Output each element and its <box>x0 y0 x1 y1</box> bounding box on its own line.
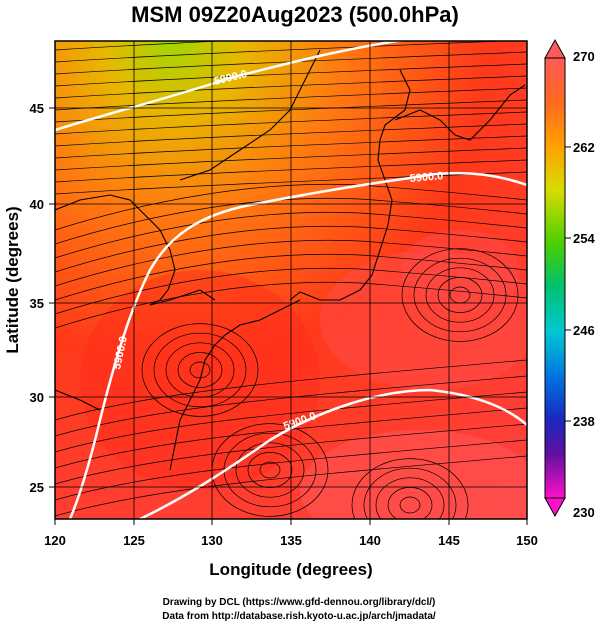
colorbar-label: 254 <box>573 231 595 246</box>
y-tick-label: 25 <box>30 480 44 495</box>
streamline <box>425 267 495 323</box>
streamline <box>375 477 445 519</box>
x-axis-label: Longitude (degrees) <box>209 560 372 579</box>
streamline <box>55 359 527 421</box>
x-axis: 120 125 130 135 140 145 150 Longitude (d… <box>44 519 538 579</box>
colorbar-label: 230 <box>573 505 595 520</box>
x-tick-label: 140 <box>359 533 381 548</box>
credit-data: Data from http://database.rish.kyoto-u.a… <box>162 611 436 622</box>
streamline <box>449 286 471 304</box>
colorbar-min-arrow <box>544 497 566 518</box>
streamline <box>351 458 469 519</box>
colorbar-label: 270 <box>573 49 595 64</box>
streamline <box>235 442 305 498</box>
colorbar-label: 246 <box>573 323 595 338</box>
streamline <box>55 439 527 501</box>
coastlines <box>55 49 526 471</box>
vortex-core-east <box>400 230 520 310</box>
streamline <box>55 41 229 51</box>
y-axis-label: Latitude (degrees) <box>3 206 22 353</box>
colorbar-scale <box>544 57 566 499</box>
streamline <box>153 332 247 408</box>
streamline <box>55 391 527 453</box>
streamline <box>363 467 457 519</box>
contour-5900 <box>55 41 527 519</box>
streamline <box>55 407 527 469</box>
streamline <box>437 277 483 313</box>
credit-drawing: Drawing by DCL (https://www.gfd-dennou.o… <box>163 597 436 608</box>
colorbar-max-arrow <box>544 38 566 59</box>
streamline <box>387 487 433 519</box>
x-tick-label: 135 <box>280 533 302 548</box>
x-tick-label: 150 <box>516 533 538 548</box>
streamline <box>247 452 293 488</box>
streamline <box>189 361 211 379</box>
streamline <box>413 257 507 333</box>
streamline <box>399 496 421 514</box>
streamline <box>259 461 281 479</box>
streamline <box>401 248 519 342</box>
y-tick-label: 45 <box>30 101 44 116</box>
streamline <box>55 423 527 485</box>
y-axis: 25 30 35 40 45 Latitude (degrees) <box>3 101 55 495</box>
y-tick-label: 35 <box>30 296 44 311</box>
y-tick-label: 40 <box>30 197 44 212</box>
x-tick-label: 120 <box>44 533 66 548</box>
x-tick-label: 125 <box>123 533 145 548</box>
grid-lines <box>55 41 527 519</box>
streamline <box>165 342 235 398</box>
x-tick-label: 130 <box>201 533 223 548</box>
colorbar: 270 262 254 246 238 230 <box>544 38 595 520</box>
colorbar-label: 262 <box>573 140 595 155</box>
warm-region-south <box>300 430 527 519</box>
x-tick-label: 145 <box>438 533 460 548</box>
colorbar-label: 238 <box>573 414 595 429</box>
chart-title: MSM 09Z20Aug2023 (500.0hPa) <box>131 2 459 27</box>
streamline <box>55 455 527 517</box>
y-tick-label: 30 <box>30 390 44 405</box>
plot-area: 5900.0 5900.0 5900.0 5900.0 <box>55 41 527 519</box>
contour-label-east: 5900.0 <box>409 170 444 185</box>
